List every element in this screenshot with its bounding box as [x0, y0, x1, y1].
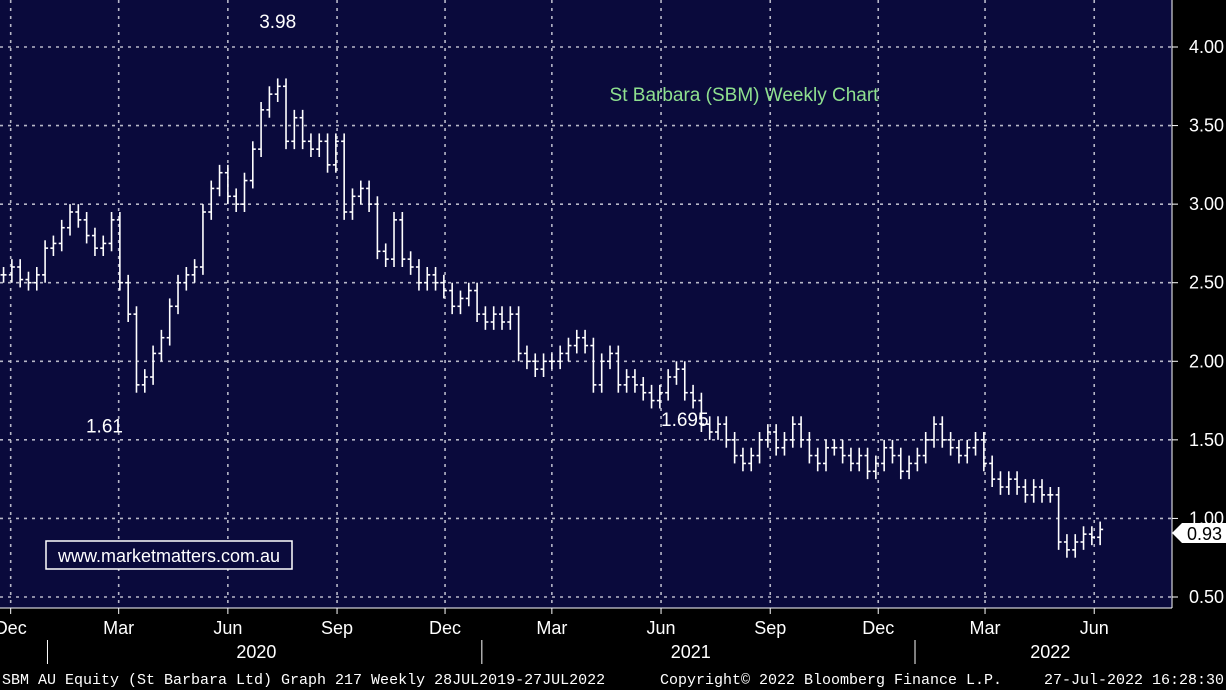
- footer-bar: [0, 608, 1226, 690]
- x-year-label: 2020: [236, 642, 276, 662]
- x-month-label: Mar: [103, 618, 134, 638]
- watermark-text: www.marketmatters.com.au: [57, 546, 280, 566]
- watermark-box: www.marketmatters.com.au: [45, 540, 293, 570]
- y-tick-label: 4.00: [1189, 37, 1224, 57]
- chart-title: St Barbara (SBM) Weekly Chart: [610, 85, 880, 106]
- annotations: 3.98 1.61 1.695: [86, 12, 709, 437]
- x-month-label: Jun: [647, 618, 676, 638]
- plot-background: [0, 0, 1172, 608]
- footer-center: Copyright© 2022 Bloomberg Finance L.P.: [660, 672, 1002, 689]
- x-axis: Dec Mar Jun Sep Dec Mar Jun Sep Dec Mar Jun 2020 202…: [0, 607, 1172, 664]
- annotation-label: 1.695: [661, 410, 709, 431]
- x-month-label: Jun: [1080, 618, 1109, 638]
- footer-left: SBM AU Equity (St Barbara Ltd) Graph 217…: [2, 672, 605, 689]
- x-month-label: Dec: [0, 618, 27, 638]
- x-month-label: Dec: [429, 618, 461, 638]
- x-month-label: Dec: [862, 618, 894, 638]
- last-price-tag: 0.93: [1172, 523, 1226, 544]
- x-month-label: Jun: [213, 618, 242, 638]
- x-month-label: Sep: [754, 618, 786, 638]
- x-month-label: Mar: [536, 618, 567, 638]
- y-tick-label: 3.00: [1189, 194, 1224, 214]
- y-tick-label: 1.50: [1189, 430, 1224, 450]
- annotation-label: 3.98: [259, 12, 296, 33]
- y-tick-label: 0.50: [1189, 587, 1224, 607]
- x-month-label: Mar: [970, 618, 1001, 638]
- y-tick-label: 3.50: [1189, 116, 1224, 136]
- footer-right: 27-Jul-2022 16:28:30: [1044, 672, 1224, 689]
- y-tick-label: 2.50: [1189, 273, 1224, 293]
- annotation-label: 1.61: [86, 417, 123, 438]
- axis-panel: [1172, 0, 1226, 608]
- x-year-label: 2021: [671, 642, 711, 662]
- last-price-label: 0.93: [1187, 524, 1222, 544]
- price-series: [0, 78, 1104, 558]
- grid-lines: [0, 0, 1172, 608]
- x-month-label: Sep: [321, 618, 353, 638]
- y-tick-label: 2.00: [1189, 351, 1224, 371]
- x-year-label: 2022: [1030, 642, 1070, 662]
